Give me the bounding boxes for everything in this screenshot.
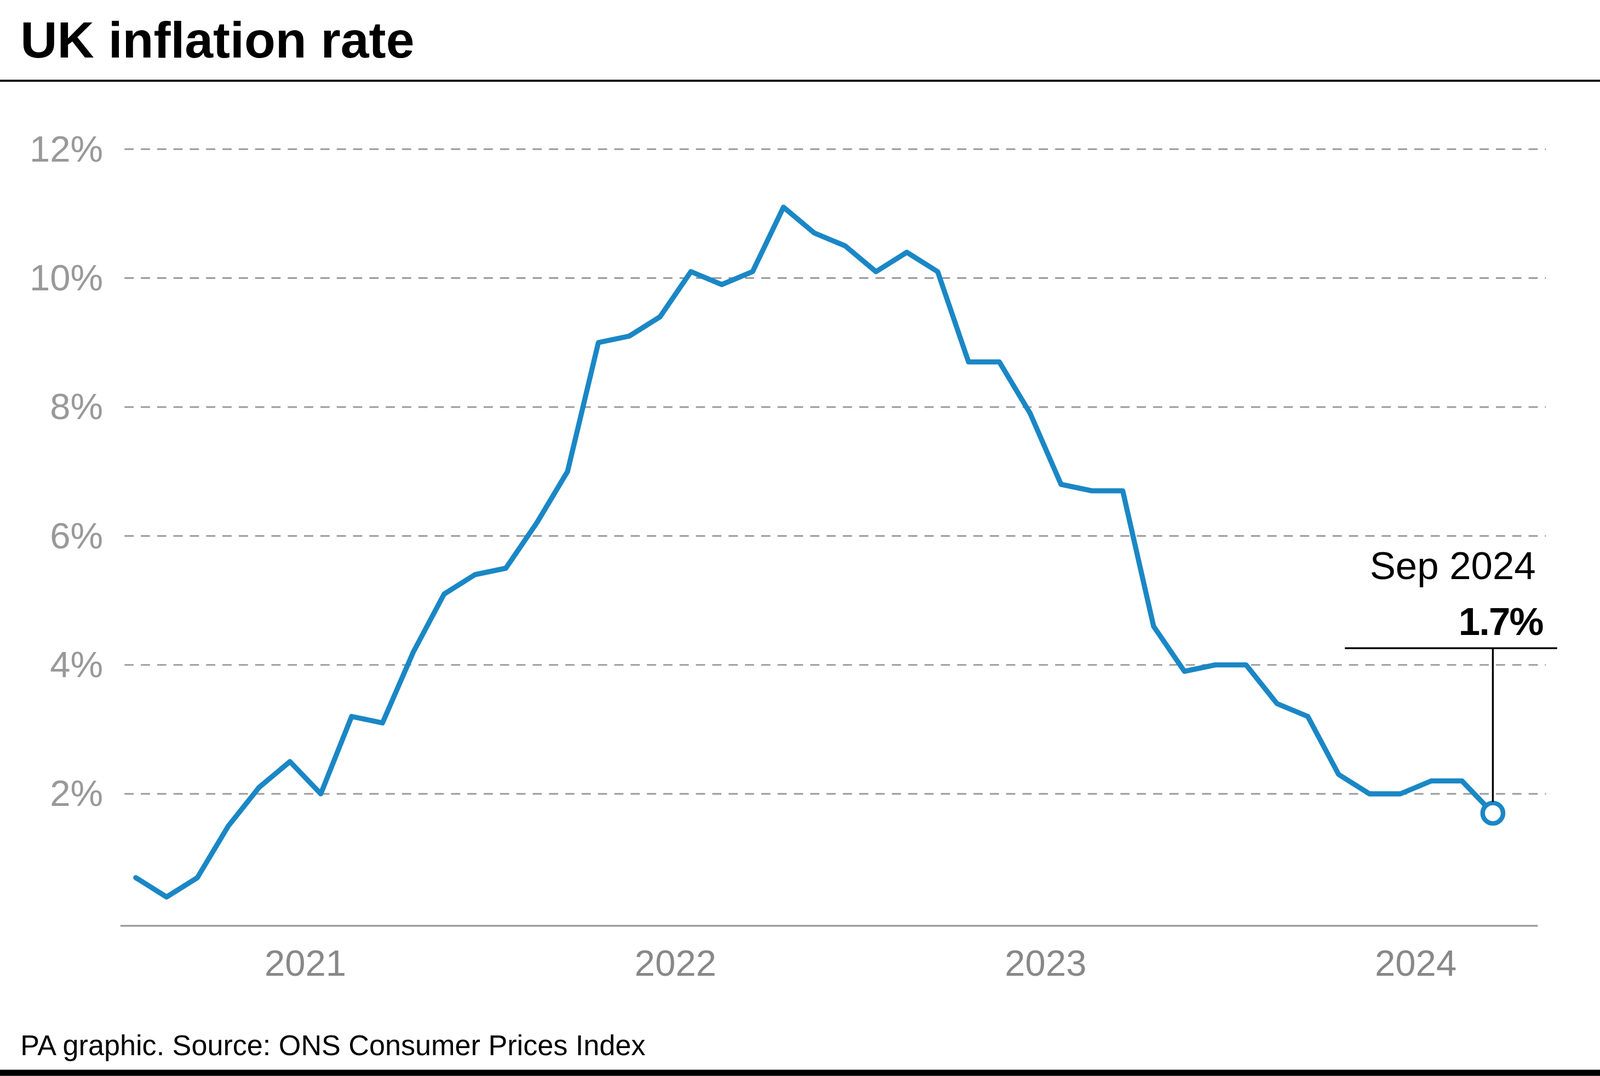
grid-line bbox=[124, 148, 1546, 151]
x-tick-label: 2021 bbox=[264, 942, 347, 984]
annotation-value: 1.7% bbox=[1458, 599, 1544, 644]
last-point bbox=[1482, 803, 1504, 824]
y-tick-label: 10% bbox=[29, 256, 103, 298]
bottom-rule bbox=[0, 1069, 1600, 1076]
annotation-text: Sep 2024 bbox=[1369, 543, 1536, 588]
grid-line bbox=[124, 277, 1546, 279]
x-tick-label: 2023 bbox=[1004, 942, 1087, 984]
inflation-line bbox=[135, 207, 1494, 897]
grid-line bbox=[124, 535, 1546, 537]
y-tick-label: 6% bbox=[49, 514, 103, 556]
grid-line bbox=[124, 792, 1546, 795]
y-tick-label: 4% bbox=[49, 643, 103, 685]
title-rule bbox=[0, 79, 1600, 83]
x-axis bbox=[120, 924, 1539, 927]
y-tick-label: 12% bbox=[29, 128, 103, 170]
title: UK inflation rate bbox=[20, 11, 415, 69]
grid-line bbox=[124, 663, 1546, 666]
grid-line bbox=[124, 405, 1546, 408]
y-tick-label: 8% bbox=[49, 385, 103, 427]
y-tick-label: 2% bbox=[49, 772, 103, 814]
annotation-leader bbox=[1492, 647, 1494, 802]
x-tick-label: 2024 bbox=[1374, 942, 1457, 984]
plot-area bbox=[135, 207, 1504, 897]
annotation-rule bbox=[1344, 647, 1557, 650]
x-tick-label: 2022 bbox=[634, 942, 717, 984]
chart: UK inflation rate 2% 4% 6% 8% 10% 12% 2021 2022 2… bbox=[0, 0, 1600, 1076]
source: PA graphic. Source: ONS Consumer Prices … bbox=[20, 1029, 646, 1062]
